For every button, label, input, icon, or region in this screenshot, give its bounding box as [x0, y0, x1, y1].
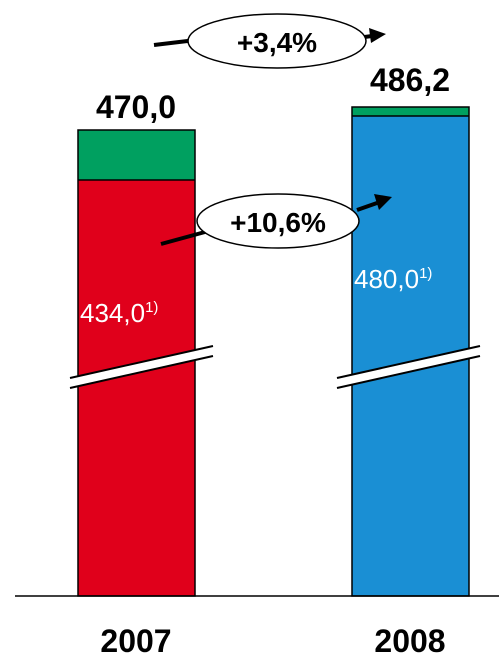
bar-2007-main-segment — [78, 180, 195, 596]
axis-break-2008-line-top — [336, 345, 481, 379]
growth-label-total: +3,4% — [237, 27, 317, 58]
axis-break-2008 — [337, 346, 480, 388]
axis-break-2007-line-bottom — [69, 355, 214, 389]
growth-arrow-segment-shaft-right — [356, 201, 378, 212]
bar-2007-top-segment — [78, 130, 195, 180]
value-label-2008: 480,01) — [354, 264, 432, 294]
axis-break-2007-line-top — [69, 345, 214, 379]
bar-2008-top-segment — [352, 107, 469, 116]
growth-label-segment: +10,6% — [230, 207, 326, 238]
growth-arrow-segment-head — [374, 194, 392, 210]
growth-bubble-total — [187, 13, 367, 69]
value-label-2007: 434,01) — [80, 298, 158, 328]
total-label-2008: 486,2 — [370, 62, 450, 98]
axis-break-2007 — [70, 346, 213, 388]
growth-arrow-segment-shaft-left — [160, 230, 206, 246]
growth-bubble-segment — [196, 193, 360, 249]
axis-break-2008-line-bottom — [336, 355, 481, 389]
total-label-2007: 470,0 — [96, 89, 176, 125]
growth-arrow-total-head — [369, 28, 386, 43]
category-label-2007: 2007 — [100, 623, 171, 659]
category-label-2008: 2008 — [374, 623, 445, 659]
